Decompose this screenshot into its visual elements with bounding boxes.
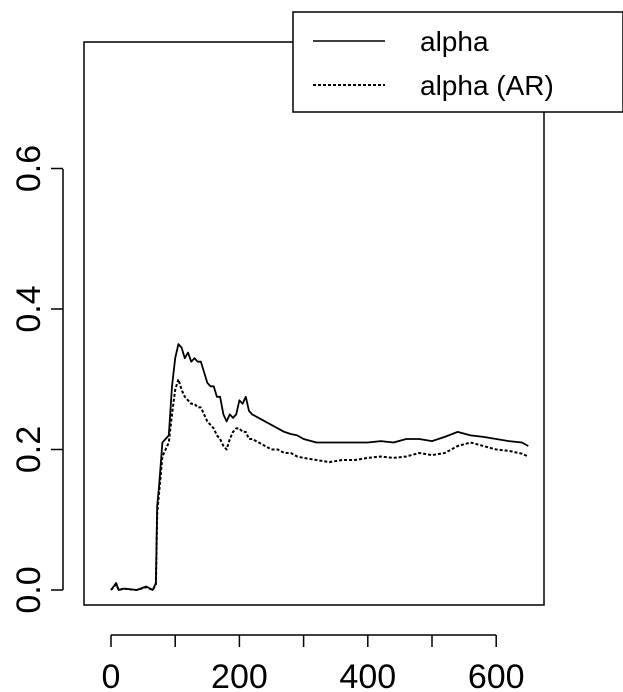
plot-frame — [83, 41, 545, 606]
y-tick-label: 0.6 — [10, 145, 48, 192]
legend: alpha alpha (AR) — [292, 11, 623, 113]
legend-label-alpha: alpha — [420, 26, 489, 57]
legend-label-alpha-ar: alpha (AR) — [420, 70, 554, 101]
y-axis-ticks: 0.0 0.2 0.4 0.6 — [10, 145, 63, 614]
y-tick-label: 0.0 — [10, 566, 48, 613]
legend-box — [292, 11, 623, 113]
y-tick-label: 0.4 — [10, 285, 48, 332]
x-tick-label: 200 — [211, 658, 268, 692]
series-line-alpha — [110, 343, 529, 591]
series-line-alpha-ar — [110, 378, 529, 591]
y-tick-label: 0.2 — [10, 426, 48, 473]
x-tick-label: 600 — [468, 658, 525, 692]
x-axis-ticks: 0 200 400 600 — [102, 635, 525, 692]
series-lines — [110, 343, 529, 591]
x-tick-label: 400 — [339, 658, 396, 692]
x-tick-label: 0 — [102, 658, 121, 692]
